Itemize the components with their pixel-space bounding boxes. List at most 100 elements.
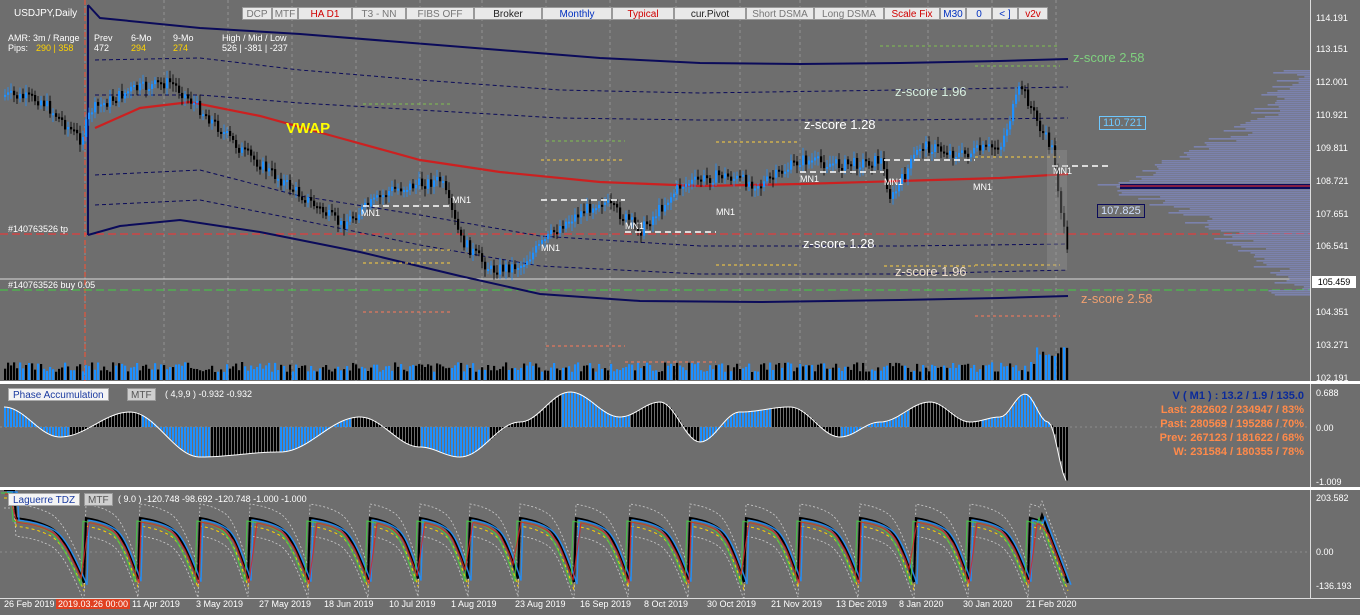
toolbar-button-14[interactable]: < ] (992, 7, 1018, 20)
toolbar-button-15[interactable]: v2v (1018, 7, 1048, 20)
volume-bar-13 (43, 369, 45, 380)
toolbar-button-10[interactable]: Long DSMA (814, 7, 884, 20)
price-tick-label-2: 112.001 (1316, 77, 1348, 87)
toolbar-button-0[interactable]: DCP (242, 7, 272, 20)
profile-bar-40 (1189, 150, 1310, 152)
phase-hist-bar-199 (601, 409, 603, 427)
phase-mtf-button[interactable]: MTF (127, 388, 156, 401)
toolbar-button-12[interactable]: M30 (940, 7, 966, 20)
phase-hist-bar-267 (805, 413, 807, 427)
candle-body-47 (145, 82, 147, 90)
phase-hist-bar-114 (346, 420, 348, 427)
toolbar-button-1[interactable]: MTF (272, 7, 298, 20)
volume-bar-237 (715, 365, 717, 380)
candle-body-237 (715, 170, 717, 182)
toolbar-button-11[interactable]: Scale Fix (884, 7, 940, 20)
candle-body-192 (580, 211, 582, 217)
phase-hist-bar-353 (1063, 427, 1065, 473)
toolbar-button-7[interactable]: Typical (612, 7, 674, 20)
phase-hist-bar-322 (970, 422, 972, 427)
phase-hist-bar-215 (649, 405, 651, 427)
phase-accumulation-canvas[interactable] (0, 384, 1310, 487)
toolbar-button-8[interactable]: cur.Pivot (674, 7, 746, 20)
volume-bar-193 (583, 366, 585, 380)
stats-past: Past: 280569 / 195286 / 70% (1160, 417, 1304, 431)
candle-body-288 (868, 161, 870, 166)
candle-body-67 (205, 114, 207, 116)
candle-body-134 (406, 190, 408, 192)
toolbar-button-9[interactable]: Short DSMA (746, 7, 814, 20)
mn1-label-9: MN1 (1053, 166, 1072, 176)
laguerre-indicator-title[interactable]: Laguerre TDZ (8, 493, 80, 506)
phase-hist-bar-37 (115, 415, 117, 427)
volume-bar-90 (274, 363, 276, 380)
volume-bar-296 (892, 366, 894, 380)
profile-bar-84 (1214, 238, 1310, 240)
candle-body-176 (532, 253, 534, 260)
phase-hist-bar-88 (268, 427, 270, 452)
volume-bar-31 (97, 363, 99, 380)
candle-body-305 (919, 149, 921, 151)
volume-bar-256 (772, 370, 774, 380)
candle-body-82 (250, 150, 252, 156)
phase-hist-bar-42 (130, 412, 132, 427)
order-buy-label[interactable]: #140763526 buy 0.05 (8, 280, 95, 290)
candle-body-106 (322, 207, 324, 212)
lower-price-box[interactable]: 107.825 (1097, 204, 1145, 218)
candle-body-328 (988, 144, 990, 146)
toolbar-button-6[interactable]: Monthly (542, 7, 612, 20)
phase-indicator-title[interactable]: Phase Accumulation (8, 388, 109, 401)
volume-bar-210 (634, 370, 636, 380)
toolbar-button-5[interactable]: Broker (474, 7, 542, 20)
candle-body-342 (1030, 106, 1032, 108)
candle-body-274 (826, 167, 828, 169)
candle-body-244 (736, 176, 738, 179)
volume-bar-349 (1051, 356, 1053, 380)
candle-body-314 (946, 153, 948, 155)
candle-body-72 (220, 132, 222, 134)
profile-bar-7 (1292, 84, 1310, 86)
phase-hist-bar-152 (460, 427, 462, 457)
volume-bar-4 (16, 368, 18, 380)
profile-bar-17 (1268, 104, 1310, 106)
toolbar-button-4[interactable]: FIBS OFF (406, 7, 474, 20)
candle-body-171 (517, 268, 519, 270)
candle-body-263 (793, 161, 795, 163)
candle-body-88 (268, 168, 270, 171)
phase-hist-bar-89 (271, 427, 273, 452)
volume-bar-333 (1003, 367, 1005, 380)
profile-bar-72 (1183, 214, 1310, 216)
candle-body-122 (370, 199, 372, 206)
volume-bar-3 (13, 362, 15, 380)
toolbar-button-3[interactable]: T3 - NN (352, 7, 406, 20)
profile-bar-82 (1224, 234, 1310, 236)
date-label-15: 30 Jan 2020 (963, 599, 1013, 609)
laguerre-canvas[interactable] (0, 490, 1310, 598)
volume-bar-239 (721, 363, 723, 380)
phase-hist-bar-259 (781, 407, 783, 427)
volume-bar-319 (961, 365, 963, 380)
vwap-label: VWAP (286, 120, 330, 137)
upper-price-box[interactable]: 110.721 (1099, 116, 1146, 130)
candle-body-150 (454, 210, 456, 219)
candle-body-52 (160, 82, 162, 84)
phase-hist-bar-335 (1009, 410, 1011, 427)
phase-hist-bar-98 (298, 427, 300, 448)
volume-bar-130 (394, 362, 396, 380)
phase-hist-bar-277 (835, 427, 837, 436)
phase-hist-bar-218 (658, 402, 660, 427)
phase-hist-bar-195 (589, 400, 591, 427)
volume-bar-48 (148, 369, 150, 380)
laguerre-mtf-button[interactable]: MTF (84, 493, 113, 506)
phase-params: ( 4,9,9 ) -0.932 -0.932 (165, 389, 252, 399)
phase-hist-bar-339 (1021, 395, 1023, 427)
profile-bar-29 (1246, 128, 1310, 130)
volume-bar-126 (382, 370, 384, 380)
candle-body-116 (352, 216, 354, 218)
candle-body-133 (403, 190, 405, 192)
phase-hist-bar-190 (574, 392, 576, 427)
toolbar-button-13[interactable]: 0 (966, 7, 992, 20)
candle-body-309 (931, 152, 933, 154)
toolbar-button-2[interactable]: HA D1 (298, 7, 352, 20)
order-tp-label[interactable]: #140763526 tp (8, 224, 68, 234)
